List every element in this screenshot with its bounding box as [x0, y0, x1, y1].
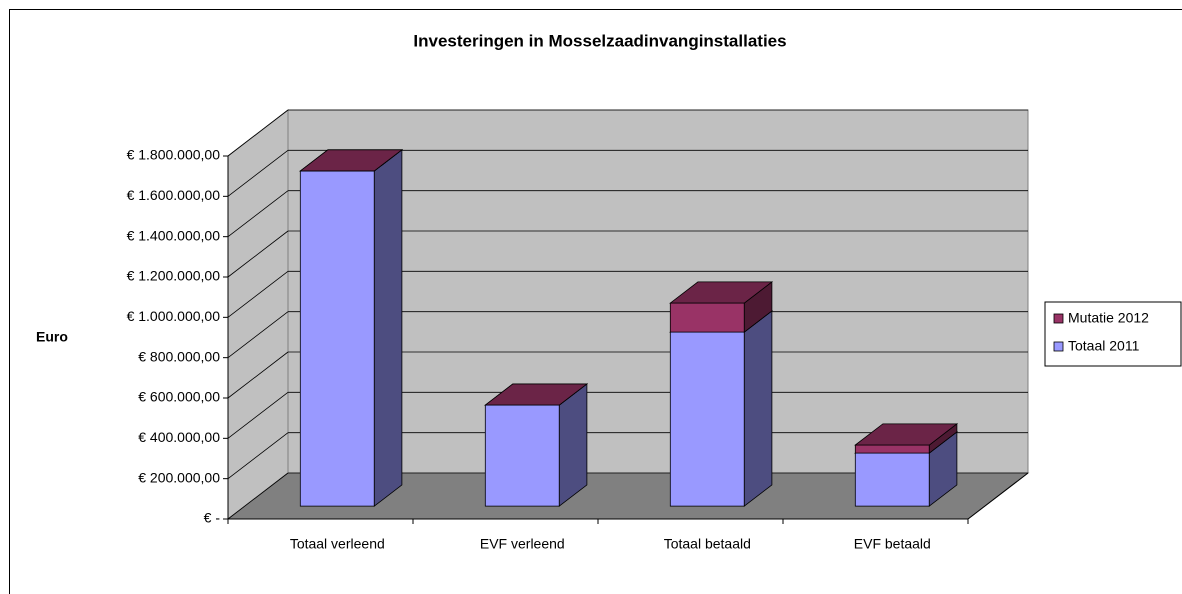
bar-top: [854, 423, 959, 446]
bar-top: [669, 281, 774, 304]
y-tick-label: € 1.200.000,00: [127, 268, 221, 284]
grid-line: [227, 351, 289, 399]
bar-front: [854, 452, 930, 507]
x-tick-label: Totaal verleend: [290, 536, 385, 552]
grid-line: [227, 230, 289, 278]
x-tick-label: Totaal betaald: [664, 536, 751, 552]
y-tick-label: € 800.000,00: [138, 348, 220, 364]
legend-swatch: [1053, 341, 1064, 352]
y-tick-label: € 1.000.000,00: [127, 308, 221, 324]
legend-label: Mutatie 2012: [1068, 310, 1149, 326]
grid-line: [227, 432, 289, 479]
grid-line: [227, 472, 289, 520]
y-tick-label: € 600.000,00: [138, 389, 220, 405]
x-tick-label: EVF verleend: [480, 536, 565, 552]
bar-front: [854, 444, 930, 454]
floor-edge: [967, 472, 1029, 520]
y-axis-title: Euro: [36, 329, 68, 345]
y-tick-label: € 400.000,00: [138, 429, 220, 445]
grid-line: [227, 109, 289, 157]
legend-swatch: [1053, 313, 1064, 324]
grid-line: [227, 150, 289, 197]
y-tick-label: € 1.600.000,00: [127, 187, 221, 203]
bar-top: [299, 149, 404, 172]
x-tick-label: EVF betaald: [854, 536, 931, 552]
chart-frame: [9, 9, 1182, 594]
grid-line: [227, 271, 289, 318]
chart-title: Investeringen in Mosselzaadinvanginstall…: [413, 31, 786, 50]
bar-side: [743, 310, 773, 507]
y-tick-label: € 200.000,00: [138, 469, 220, 485]
y-tick-label: € 1.400.000,00: [127, 227, 221, 243]
grid-line: [227, 190, 289, 237]
grid-line: [227, 392, 289, 439]
legend-label: Totaal 2011: [1068, 338, 1140, 354]
side-wall: [227, 108, 289, 521]
y-tick-label: € -: [204, 510, 221, 526]
y-tick-label: € 1.800.000,00: [127, 147, 221, 163]
bar-top: [484, 383, 589, 406]
bar-front: [484, 404, 560, 507]
grid-line: [227, 311, 289, 358]
bar-side: [373, 148, 403, 507]
bar-front: [299, 170, 375, 507]
bar-front: [669, 331, 745, 507]
bar-front: [669, 302, 745, 333]
legend-box: [1044, 301, 1182, 367]
